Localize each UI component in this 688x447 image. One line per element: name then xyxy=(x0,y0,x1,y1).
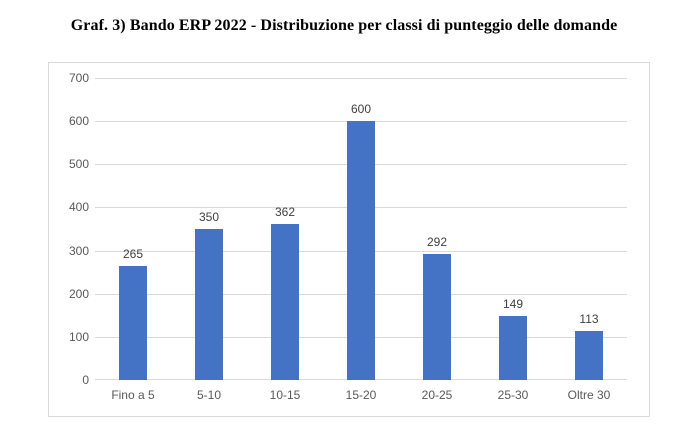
y-axis-tick-label: 500 xyxy=(68,157,89,171)
bar-value-label: 113 xyxy=(579,312,599,326)
y-axis-tick-label: 400 xyxy=(68,200,89,214)
y-axis-tick-label: 700 xyxy=(68,71,89,85)
plot-area: 265 350 362 600 292 149 113 xyxy=(95,78,627,380)
bar-value-label: 350 xyxy=(198,210,220,224)
bar xyxy=(195,229,223,380)
y-axis-tick-label: 200 xyxy=(68,287,89,301)
y-axis-tick-label: 0 xyxy=(82,373,89,387)
x-axis-category-label: 25-30 xyxy=(497,388,529,402)
y-axis-tick-label: 100 xyxy=(68,330,89,344)
bar xyxy=(575,331,603,380)
bar-value-label: 292 xyxy=(426,235,448,249)
bar-value-label: 149 xyxy=(502,297,524,311)
x-axis-category-label: 5-10 xyxy=(196,388,222,402)
chart-frame: 265 350 362 600 292 149 113 0 100 200 300 400 500 60… xyxy=(48,62,650,417)
chart-title: Graf. 3) Bando ERP 2022 - Distribuzione … xyxy=(70,17,618,34)
bar-value-label: 362 xyxy=(274,205,296,219)
x-axis-category-label: Fino a 5 xyxy=(111,388,155,402)
x-axis-category-label: Oltre 30 xyxy=(567,388,611,402)
bar xyxy=(119,266,147,380)
bar xyxy=(423,254,451,380)
bar xyxy=(271,224,299,380)
x-axis-category-label: 20-25 xyxy=(421,388,453,402)
bar xyxy=(499,316,527,380)
y-axis-tick-label: 300 xyxy=(68,244,89,258)
bar-value-label: 600 xyxy=(350,102,372,116)
gridline xyxy=(95,78,627,79)
x-axis-category-label: 15-20 xyxy=(345,388,377,402)
bar xyxy=(347,121,375,380)
bar-value-label: 265 xyxy=(122,247,144,261)
y-axis-tick-label: 600 xyxy=(68,114,89,128)
x-axis-category-label: 10-15 xyxy=(269,388,301,402)
